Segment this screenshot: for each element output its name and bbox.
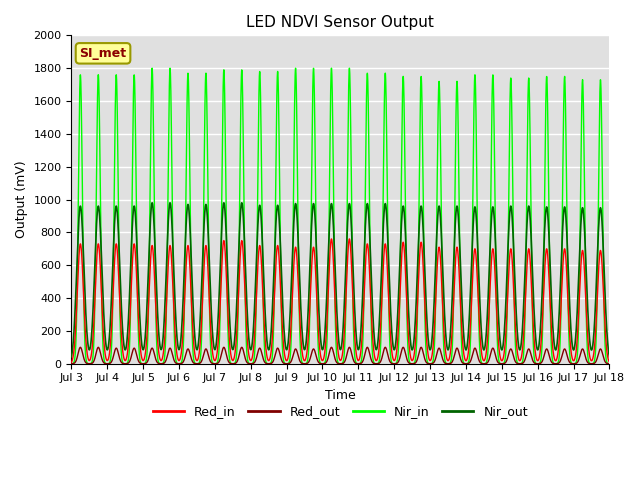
X-axis label: Time: Time (325, 389, 356, 402)
Y-axis label: Output (mV): Output (mV) (15, 161, 28, 239)
Legend: Red_in, Red_out, Nir_in, Nir_out: Red_in, Red_out, Nir_in, Nir_out (148, 400, 533, 423)
Title: LED NDVI Sensor Output: LED NDVI Sensor Output (246, 15, 435, 30)
Text: SI_met: SI_met (79, 47, 127, 60)
